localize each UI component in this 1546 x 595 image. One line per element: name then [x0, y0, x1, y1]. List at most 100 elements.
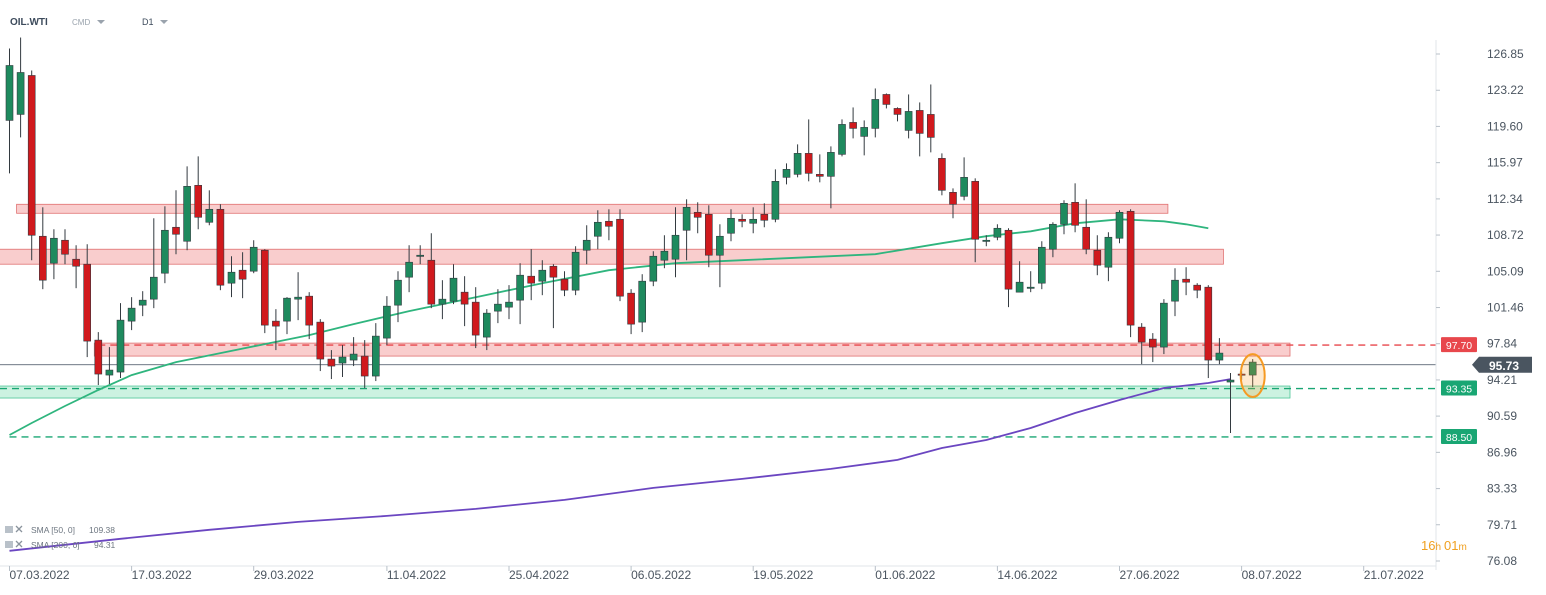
- candle[interactable]: [593, 210, 602, 250]
- candle[interactable]: [1204, 285, 1213, 379]
- candle[interactable]: [1248, 359, 1257, 388]
- candle[interactable]: [383, 296, 391, 346]
- candle[interactable]: [494, 289, 502, 324]
- legend-remove-icon[interactable]: [15, 525, 23, 533]
- candle[interactable]: [727, 209, 735, 242]
- candle[interactable]: [161, 206, 169, 284]
- candle[interactable]: [682, 199, 691, 261]
- candle[interactable]: [1215, 338, 1224, 365]
- candle[interactable]: [904, 94, 913, 139]
- candle[interactable]: [738, 214, 746, 228]
- candle[interactable]: [5, 48, 14, 174]
- candle[interactable]: [150, 218, 158, 309]
- support-zone[interactable]: [0, 385, 1291, 399]
- legend-item-sma50[interactable]: SMA [50, 0] 109.38: [5, 525, 115, 535]
- candle[interactable]: [716, 224, 724, 288]
- candle[interactable]: [294, 272, 302, 321]
- candle[interactable]: [105, 347, 114, 385]
- candle[interactable]: [849, 107, 857, 139]
- candle[interactable]: [926, 84, 935, 153]
- candle[interactable]: [1149, 333, 1157, 363]
- candle[interactable]: [205, 190, 214, 226]
- candle[interactable]: [915, 102, 924, 157]
- candle[interactable]: [549, 264, 558, 329]
- resistance-zone[interactable]: [0, 248, 1224, 265]
- candle[interactable]: [782, 163, 791, 185]
- candle[interactable]: [116, 303, 125, 379]
- resistance-zone[interactable]: [93, 342, 1291, 357]
- candle[interactable]: [1171, 268, 1179, 317]
- candle[interactable]: [749, 207, 758, 234]
- candle[interactable]: [1049, 222, 1057, 258]
- candle[interactable]: [338, 345, 347, 378]
- candle[interactable]: [982, 235, 991, 247]
- candle[interactable]: [227, 256, 236, 298]
- sma200-line[interactable]: [9, 378, 1231, 552]
- candle[interactable]: [616, 209, 624, 302]
- candle[interactable]: [260, 249, 269, 334]
- candle[interactable]: [371, 323, 380, 382]
- candle[interactable]: [94, 332, 103, 386]
- candle[interactable]: [571, 246, 580, 296]
- candle[interactable]: [960, 157, 968, 201]
- candle[interactable]: [283, 297, 291, 335]
- candle[interactable]: [1004, 228, 1013, 308]
- candle[interactable]: [760, 203, 769, 228]
- candle[interactable]: [460, 276, 469, 327]
- candle[interactable]: [427, 233, 436, 309]
- symbol-label[interactable]: OIL.WTI: [10, 17, 48, 28]
- candle[interactable]: [61, 229, 69, 265]
- candle[interactable]: [1193, 283, 1201, 299]
- candle[interactable]: [1226, 373, 1235, 433]
- candle[interactable]: [538, 260, 547, 296]
- candle[interactable]: [1082, 199, 1090, 255]
- candle[interactable]: [1160, 299, 1168, 355]
- candle[interactable]: [183, 166, 191, 251]
- candle[interactable]: [804, 119, 813, 182]
- candle[interactable]: [272, 309, 280, 351]
- legend-settings-icon[interactable]: [5, 541, 13, 548]
- candle[interactable]: [1026, 271, 1035, 293]
- candle[interactable]: [72, 245, 80, 289]
- candle[interactable]: [1104, 232, 1113, 282]
- candle[interactable]: [949, 188, 957, 219]
- candle[interactable]: [38, 207, 47, 290]
- timeframe-dropdown-chevron-icon[interactable]: [160, 20, 168, 24]
- candle[interactable]: [449, 264, 458, 305]
- candle[interactable]: [827, 146, 835, 209]
- candle[interactable]: [405, 245, 413, 293]
- candle[interactable]: [438, 280, 447, 320]
- candle[interactable]: [1071, 183, 1079, 233]
- candle[interactable]: [671, 207, 680, 278]
- candle[interactable]: [471, 287, 480, 349]
- candle[interactable]: [327, 350, 336, 380]
- candle[interactable]: [1182, 267, 1190, 296]
- candle[interactable]: [1137, 323, 1146, 365]
- candle[interactable]: [16, 37, 25, 138]
- candle[interactable]: [482, 309, 491, 351]
- candle[interactable]: [50, 229, 58, 280]
- candle[interactable]: [1093, 235, 1102, 276]
- candle[interactable]: [793, 144, 802, 178]
- legend-settings-icon[interactable]: [5, 526, 13, 533]
- candle[interactable]: [394, 271, 402, 323]
- legend-remove-icon[interactable]: [15, 540, 23, 548]
- candle[interactable]: [815, 154, 824, 183]
- candle[interactable]: [704, 205, 713, 268]
- candle[interactable]: [249, 240, 258, 274]
- candle[interactable]: [993, 224, 1002, 241]
- candle[interactable]: [416, 245, 425, 265]
- candle[interactable]: [1126, 209, 1135, 338]
- candle[interactable]: [516, 263, 524, 325]
- candle[interactable]: [627, 289, 635, 335]
- candle[interactable]: [83, 244, 91, 358]
- candle[interactable]: [693, 202, 702, 234]
- candle[interactable]: [349, 337, 358, 367]
- candle[interactable]: [527, 249, 536, 301]
- candle[interactable]: [1060, 200, 1068, 235]
- candle[interactable]: [582, 225, 591, 265]
- candle[interactable]: [1115, 210, 1124, 244]
- candle[interactable]: [771, 169, 780, 223]
- candle[interactable]: [971, 178, 980, 263]
